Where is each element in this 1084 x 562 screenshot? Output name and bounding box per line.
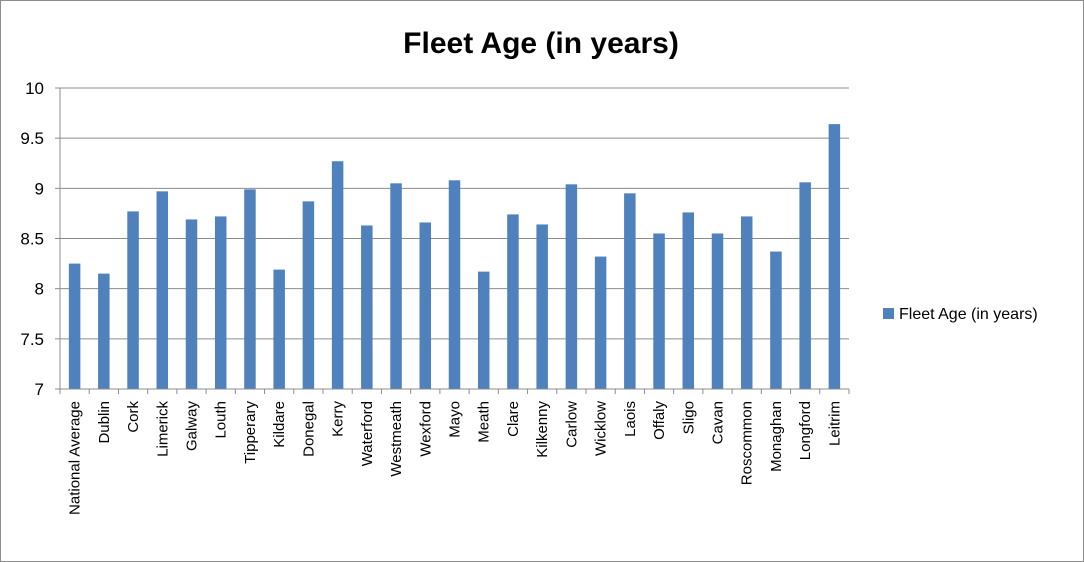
bar-galway bbox=[185, 219, 198, 389]
bar-tipperary bbox=[244, 189, 256, 389]
bar-dublin bbox=[98, 273, 110, 389]
axes bbox=[59, 88, 849, 390]
y-tick-label: 10 bbox=[25, 79, 44, 98]
x-tick-label: Longford bbox=[797, 401, 814, 460]
x-tick-label: Westmeath bbox=[388, 401, 405, 477]
chart-title: Fleet Age (in years) bbox=[403, 27, 679, 60]
x-tick-label: Louth bbox=[213, 401, 230, 439]
bar-sligo bbox=[682, 212, 695, 389]
x-tick-label: Offaly bbox=[651, 401, 668, 440]
bar-carlow bbox=[565, 184, 578, 389]
bar-meath bbox=[477, 271, 490, 389]
y-tick-label: 7.5 bbox=[20, 330, 44, 349]
x-tick-label: Tipperary bbox=[242, 401, 259, 464]
x-tick-label: Kilkenny bbox=[534, 401, 551, 458]
bar-cork bbox=[127, 211, 139, 389]
x-tick-label: Wicklow bbox=[593, 401, 610, 456]
y-tick-label: 8 bbox=[35, 280, 44, 299]
x-tick-label: Clare bbox=[505, 401, 522, 437]
bar-limerick bbox=[156, 191, 169, 389]
y-tick-label: 9.5 bbox=[20, 129, 44, 148]
y-tick-label: 7 bbox=[35, 380, 44, 399]
bar-louth bbox=[214, 216, 227, 389]
x-tick-label: Kildare bbox=[271, 401, 288, 448]
x-tick-label: Laois bbox=[622, 401, 639, 437]
bar-wexford bbox=[419, 222, 432, 389]
x-tick-label: Carlow bbox=[563, 401, 580, 448]
x-tick-label: Cavan bbox=[710, 401, 727, 444]
bar-wicklow bbox=[594, 256, 607, 389]
bar-monaghan bbox=[770, 251, 782, 389]
x-tick-label: Galway bbox=[184, 401, 201, 452]
x-tick-label: Roscommon bbox=[739, 401, 756, 485]
x-tick-label: Kerry bbox=[330, 401, 347, 437]
bar-laois bbox=[624, 193, 636, 389]
legend-swatch bbox=[883, 308, 894, 319]
x-tick-label: Monaghan bbox=[768, 401, 785, 472]
x-tick-label: Mayo bbox=[447, 401, 464, 438]
x-tick-label: National Average bbox=[67, 401, 84, 515]
bar-cavan bbox=[711, 233, 724, 389]
legend-label: Fleet Age (in years) bbox=[899, 306, 1038, 323]
x-tick-label: Limerick bbox=[154, 401, 171, 457]
bars bbox=[68, 124, 841, 390]
x-tick-label: Waterford bbox=[359, 401, 376, 466]
bar-kilkenny bbox=[536, 224, 548, 389]
bar-westmeath bbox=[390, 183, 402, 389]
bar-donegal bbox=[302, 201, 315, 389]
y-tick-label: 9 bbox=[35, 179, 44, 198]
bar-kildare bbox=[273, 269, 285, 389]
x-tick-label: Wexford bbox=[417, 401, 434, 457]
bar-roscommon bbox=[740, 216, 753, 389]
x-tick-label: Sligo bbox=[680, 401, 697, 434]
legend: Fleet Age (in years) bbox=[883, 306, 1038, 323]
bar-leitrim bbox=[828, 124, 841, 390]
bar-clare bbox=[507, 214, 519, 389]
x-tick-label: Leitrim bbox=[826, 401, 843, 446]
bar-offaly bbox=[653, 233, 665, 389]
x-tick-label: Meath bbox=[476, 401, 493, 443]
x-tick-label: Cork bbox=[125, 401, 142, 433]
y-axis-ticks: 7 7.5 8 8.5 9 9.5 10 bbox=[20, 79, 60, 399]
x-tick-label: Donegal bbox=[300, 401, 317, 457]
y-tick-label: 8.5 bbox=[20, 230, 44, 249]
bar-national-average bbox=[68, 263, 81, 389]
bar-kerry bbox=[331, 161, 344, 389]
x-axis-ticks: National Average Dublin Cork Limerick Galway… bbox=[59, 389, 850, 515]
bar-waterford bbox=[361, 225, 373, 389]
bar-mayo bbox=[448, 180, 461, 389]
x-tick-label: Dublin bbox=[96, 401, 113, 444]
bar-longford bbox=[799, 182, 811, 389]
